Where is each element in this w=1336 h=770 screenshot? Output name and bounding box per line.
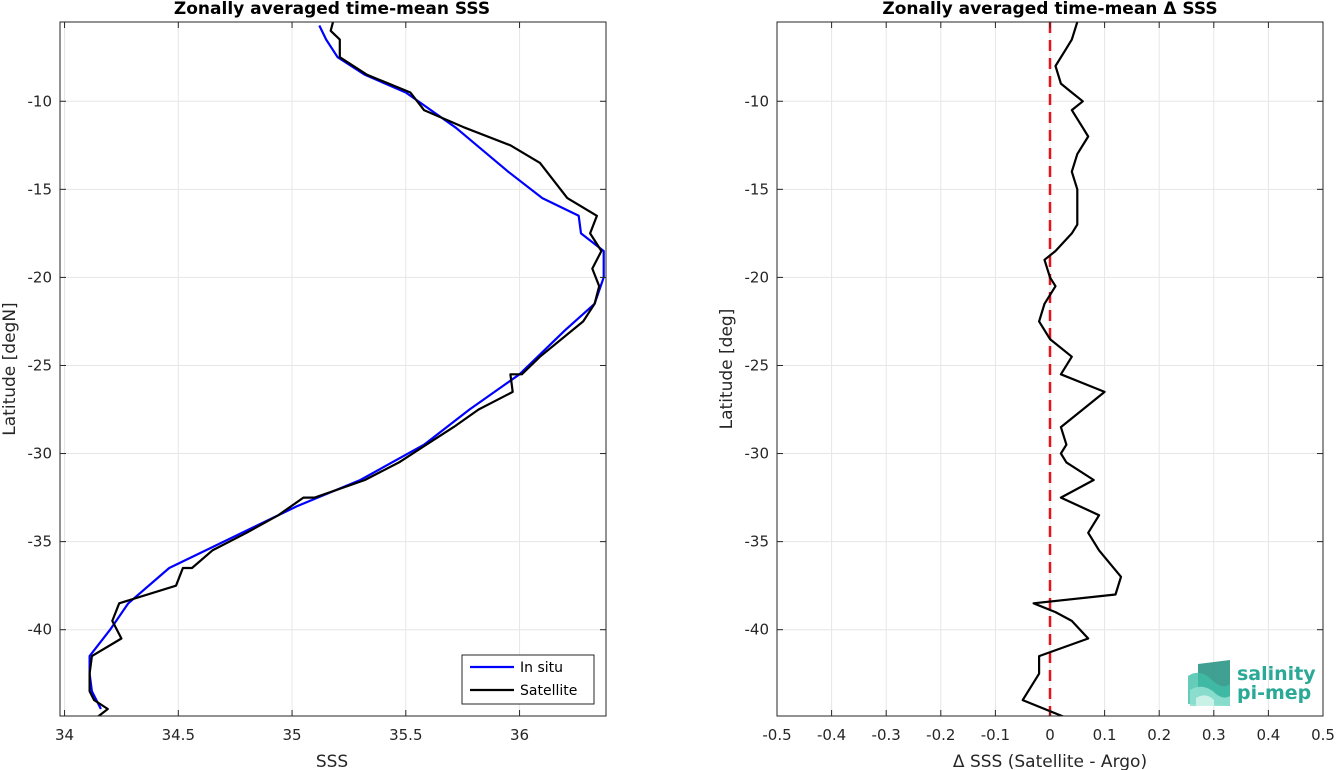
logo-text-line2: pi-mep [1237,682,1311,704]
y-tick-labels: -40 -35 -30 -25 -20 -15 -10 [745,92,770,638]
series-group [1021,22,1123,716]
axes-box [59,21,607,717]
x-axis-label: SSS [316,752,348,770]
y-tick-label: -30 [745,445,770,463]
series-line-satellite [88,22,603,716]
x-tick-label: -0.4 [817,726,846,744]
x-tick-label: 34 [55,726,74,744]
x-tick-labels: -0.5 -0.4 -0.3 -0.2 -0.1 0 0.1 0.2 0.3 0.4 0.5 [762,726,1335,744]
y-tick-labels: -40 -35 -30 -25 -20 -15 -10 [28,92,53,638]
legend-label-satellite: Satellite [520,683,577,699]
series-line-delta-sss [1021,22,1123,716]
y-tick-label: -10 [28,92,53,110]
x-tick-label: 0.4 [1256,726,1280,744]
salinity-wave-logo-icon [1188,660,1230,706]
y-tick-marks [60,100,606,631]
x-tick-label: -0.3 [872,726,901,744]
sss-chart-panel: 34 34.5 35 35.5 36 -40 -35 -30 -25 -20 -15 -10 Zon… [0,0,607,770]
y-tick-label: -40 [745,621,770,639]
x-tick-label: -0.2 [926,726,955,744]
x-tick-label: 35 [283,726,302,744]
y-grid [60,100,606,631]
x-tick-label: -0.5 [762,726,791,744]
delta-sss-chart-panel: -0.5 -0.4 -0.3 -0.2 -0.1 0 0.1 0.2 0.3 0.4 0.5 -40… [717,0,1335,770]
y-tick-label: -30 [28,445,53,463]
x-tick-label: 36 [510,726,529,744]
logo-text-line1: salinity [1237,663,1316,685]
x-tick-label: 35.5 [389,726,422,744]
y-tick-label: -15 [745,180,770,198]
y-tick-label: -25 [745,356,770,374]
plot-area [60,22,606,716]
x-tick-label: 0.1 [1093,726,1117,744]
salinity-pi-mep-logo: salinity pi-mep [1188,660,1316,706]
x-tick-label: 0.3 [1202,726,1226,744]
y-axis-label: Latitude [degN] [0,302,20,435]
series-group [88,22,605,716]
x-tick-label: 34.5 [162,726,195,744]
legend: In situ Satellite [461,654,595,705]
legend-box [461,654,595,705]
y-tick-marks [777,100,1323,631]
x-tick-labels: 34 34.5 35 35.5 36 [55,726,529,744]
series-line-in-situ [88,25,605,710]
x-tick-label: 0.5 [1311,726,1335,744]
chart-title: Zonally averaged time-mean Δ SSS [882,0,1217,19]
y-tick-label: -20 [28,268,53,286]
y-tick-label: -40 [28,621,53,639]
y-axis-label: Latitude [deg] [717,309,737,430]
x-tick-label: -0.1 [981,726,1010,744]
y-tick-label: -35 [28,533,53,551]
x-axis-label: Δ SSS (Satellite - Argo) [953,752,1147,770]
legend-label-insitu: In situ [520,660,563,676]
y-tick-label: -20 [745,268,770,286]
y-tick-label: -15 [28,180,53,198]
y-tick-label: -25 [28,356,53,374]
y-tick-label: -10 [745,92,770,110]
x-tick-marks [776,22,1324,716]
chart-title: Zonally averaged time-mean SSS [174,0,490,19]
y-tick-label: -35 [745,533,770,551]
x-tick-label: 0.2 [1147,726,1171,744]
x-tick-marks [64,22,521,716]
x-tick-label: 0 [1045,726,1055,744]
x-grid [64,22,521,716]
